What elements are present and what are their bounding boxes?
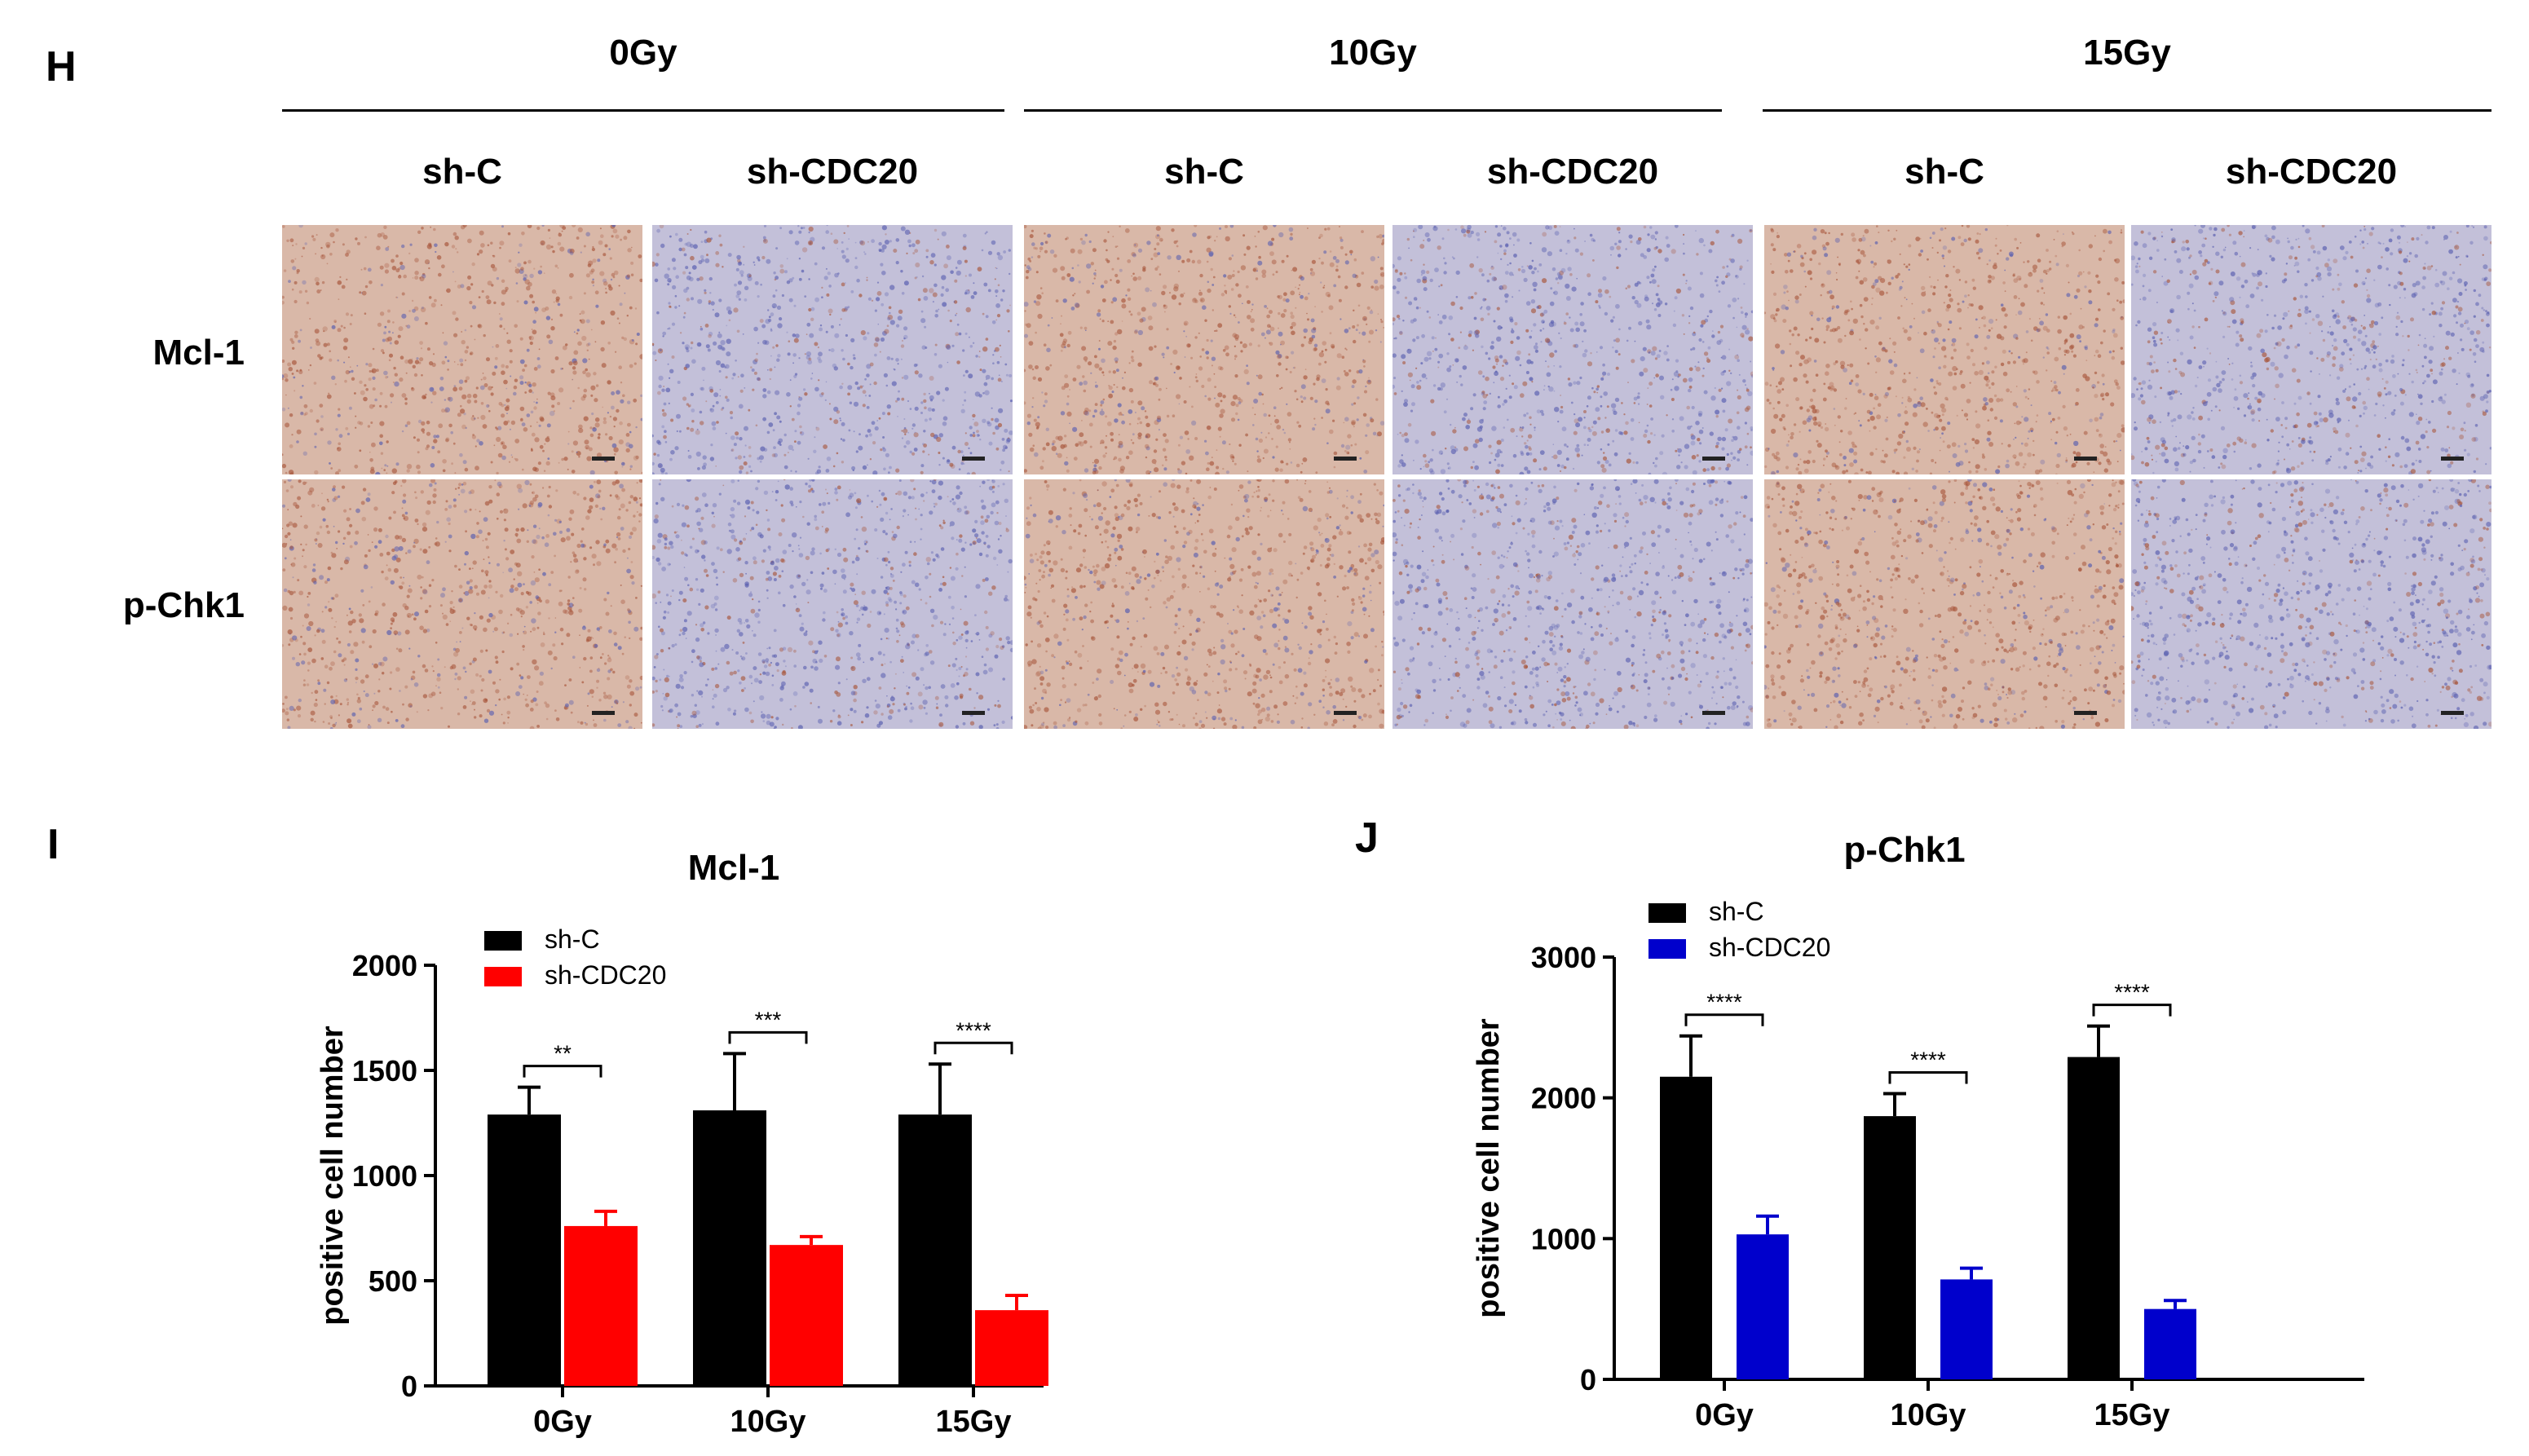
dose-header-0gy: 0Gy [609,33,677,73]
ihc-image-pchk1-0gy-shcdc20 [652,479,1013,729]
bar-sh-cdc20-0gy [564,1225,638,1386]
y-axis-label: positive cell number [1472,1018,1506,1318]
scale-bar [1334,711,1357,715]
group-header-0gy-shcdc20: sh-CDC20 [746,152,919,192]
group-header-0gy-shc: sh-C [422,152,502,192]
chart-title-mcl1: Mcl-1 [687,848,780,888]
ihc-image-mcl1-10gy-shc [1024,225,1384,474]
scale-bar [592,457,615,461]
legend-swatch-sh-cdc20 [1648,939,1686,959]
y-tick-label: 0 [401,1370,417,1403]
significance-bracket [933,1041,1013,1055]
legend-label-sh-c: sh-C [1709,897,1764,926]
bar-sh-cdc20-10gy [1940,1279,1993,1379]
significance-label: **** [1910,1047,1946,1072]
chart-title-pchk1: p-Chk1 [1843,830,1966,870]
scale-bar [592,711,615,715]
scale-bar [2441,457,2464,461]
group-header-15gy-shcdc20: sh-CDC20 [2225,152,2398,192]
scale-bar [1702,711,1725,715]
legend-swatch-sh-c [1648,903,1686,923]
legend-label-sh-c: sh-C [545,924,600,954]
panel-label-h: H [46,43,77,90]
y-tick-label: 3000 [1531,941,1596,974]
x-tick-label: 10Gy [1891,1398,1966,1432]
dose-divider-0gy [282,109,1004,112]
ihc-image-mcl1-15gy-shc [1764,225,2125,474]
x-tick-label: 15Gy [2094,1398,2170,1432]
significance-label: *** [755,1007,782,1032]
x-tick-label: 0Gy [533,1405,592,1439]
group-header-10gy-shcdc20: sh-CDC20 [1486,152,1659,192]
scale-bar [2441,711,2464,715]
y-tick-label: 1500 [352,1054,417,1088]
ihc-image-mcl1-10gy-shcdc20 [1392,225,1753,474]
ihc-image-pchk1-0gy-shc [282,479,642,729]
ihc-image-mcl1-0gy-shcdc20 [652,225,1013,474]
significance-bracket [1684,1013,1764,1026]
group-header-15gy-shc: sh-C [1904,152,1984,192]
significance-bracket [1888,1070,1968,1084]
scale-bar [962,711,985,715]
significance-bracket [523,1065,602,1078]
dose-header-10gy: 10Gy [1329,33,1417,73]
significance-bracket [728,1030,808,1044]
bar-sh-cdc20-15gy [975,1310,1048,1386]
panel-label-j: J [1355,814,1379,862]
bar-sh-c-0gy [1660,1076,1712,1379]
panel-label-i: I [47,821,60,868]
bar-sh-c-10gy [693,1110,766,1386]
ihc-image-mcl1-15gy-shcdc20 [2131,225,2491,474]
legend-swatch-sh-c [484,931,522,951]
x-tick-label: 0Gy [1695,1398,1754,1432]
bar-chart-pchk1: 0 1000 2000 3000 positive cell number 0Gy ****… [1472,897,2364,1432]
group-header-10gy-shc: sh-C [1164,152,1244,192]
x-tick-label: 15Gy [936,1405,1012,1439]
dose-divider-15gy [1763,109,2491,112]
dose-header-15gy: 15Gy [2083,33,2171,73]
scale-bar [2074,711,2097,715]
bar-sh-c-15gy [2068,1057,2120,1379]
y-tick-label: 1000 [352,1159,417,1193]
y-tick-label: 2000 [1531,1082,1596,1115]
significance-bracket [2092,1004,2172,1017]
bar-sh-cdc20-0gy [1737,1234,1789,1379]
ihc-image-pchk1-10gy-shcdc20 [1392,479,1753,729]
bar-sh-c-0gy [488,1114,561,1386]
ihc-image-pchk1-15gy-shc [1764,479,2125,729]
legend-label-sh-cdc20: sh-CDC20 [1709,933,1830,962]
y-tick-label: 1000 [1531,1222,1596,1255]
significance-label: **** [1706,990,1742,1015]
x-tick-label: 10Gy [730,1405,806,1439]
ihc-image-mcl1-0gy-shc [282,225,642,474]
bar-chart-mcl1: 0 500 1000 1500 2000 positive cell number 0Gy *… [316,924,1048,1439]
scale-bar [1702,457,1725,461]
y-tick-label: 2000 [352,949,417,982]
bar-sh-cdc20-15gy [2144,1308,2196,1379]
y-tick-label: 0 [1580,1363,1596,1396]
scale-bar [2074,457,2097,461]
legend-label-sh-cdc20: sh-CDC20 [545,960,666,990]
dose-divider-10gy [1024,109,1722,112]
ihc-image-pchk1-10gy-shc [1024,479,1384,729]
row-label-pchk1: p-Chk1 [122,585,245,625]
y-axis-label: positive cell number [316,1026,350,1326]
bar-sh-c-15gy [898,1114,972,1386]
significance-label: ** [554,1041,572,1066]
bar-sh-cdc20-10gy [770,1245,843,1386]
y-tick-label: 500 [369,1264,417,1298]
scale-bar [1334,457,1357,461]
legend-swatch-sh-cdc20 [484,967,522,986]
significance-label: **** [956,1017,991,1043]
bar-sh-c-10gy [1864,1116,1916,1379]
significance-label: **** [2114,980,2150,1005]
row-label-mcl1: Mcl-1 [152,333,245,373]
scale-bar [962,457,985,461]
ihc-image-pchk1-15gy-shcdc20 [2131,479,2491,729]
